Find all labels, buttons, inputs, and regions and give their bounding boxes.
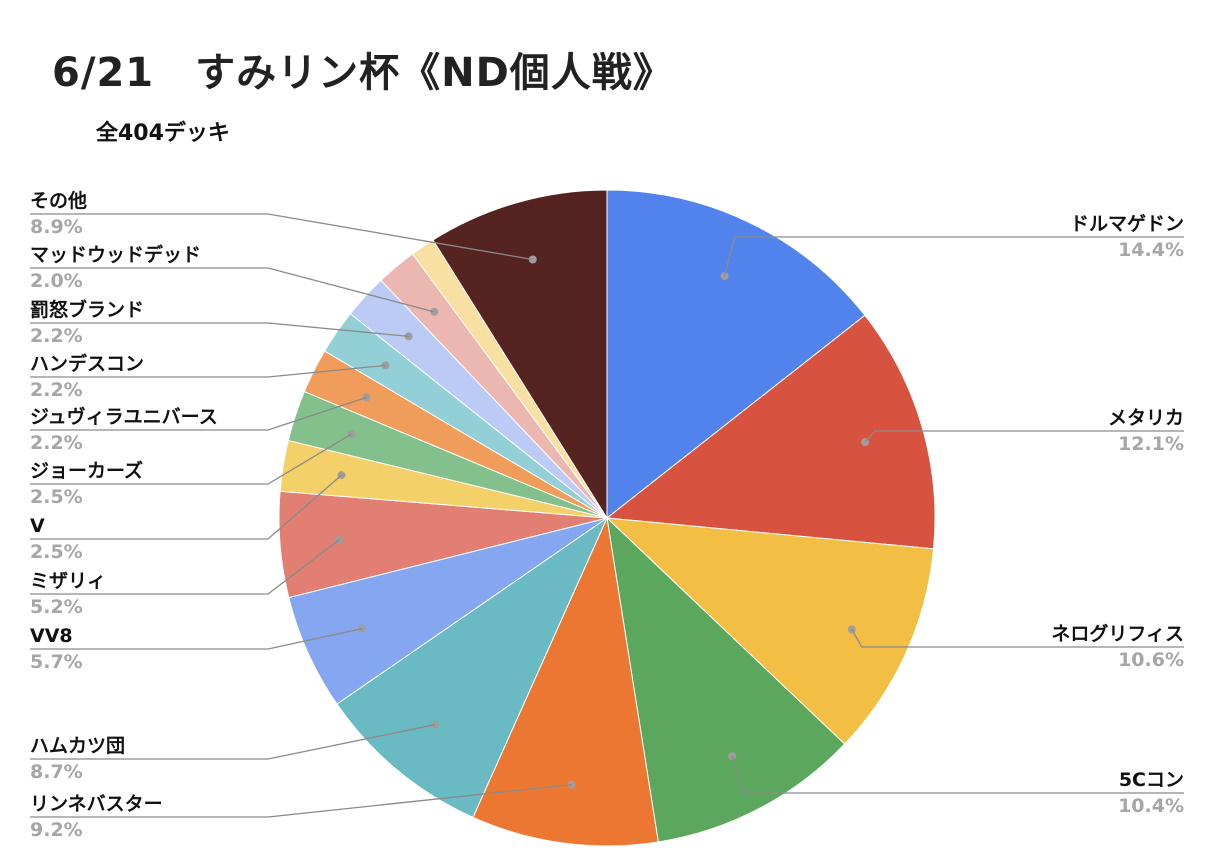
- pie-slice: [605, 517, 935, 745]
- leader-line: [30, 628, 363, 650]
- slice-label-name: ハムカツ団: [30, 735, 125, 757]
- pie-slices: [278, 189, 936, 847]
- slice-label-percent: 8.7%: [30, 761, 83, 783]
- slice-label-name: メタリカ: [1108, 407, 1184, 429]
- slice-label-name: ジョーカーズ: [30, 459, 143, 482]
- slice-label-name: 5Cコン: [1119, 769, 1184, 791]
- leader-line: [30, 724, 436, 760]
- slice-label-percent: 2.2%: [30, 432, 83, 454]
- slice-label-percent: 5.7%: [30, 651, 83, 673]
- leader-line: [30, 364, 386, 378]
- leader-line: [731, 755, 1184, 794]
- leader-line: [30, 783, 572, 818]
- slice-label-percent: 2.2%: [30, 325, 83, 347]
- slice-label-name: V: [30, 515, 45, 537]
- slice-label-percent: 10.4%: [1118, 795, 1184, 817]
- slice-label-percent: 14.4%: [1118, 239, 1184, 261]
- slice-label-name: 罰怒ブランド: [30, 298, 144, 321]
- chart-subtitle: 全404デッキ: [96, 121, 230, 146]
- pie-slice: [336, 516, 609, 819]
- pie-slice: [472, 516, 659, 847]
- leader-line: [30, 396, 367, 431]
- slice-label-name: ドルマゲドン: [1070, 213, 1184, 235]
- slice-label-percent: 9.2%: [30, 819, 83, 841]
- slice-label-name: ジュヴィラユニバース: [30, 405, 218, 428]
- slice-label-percent: 2.5%: [30, 541, 83, 563]
- leader-line: [864, 430, 1184, 443]
- leader-line: [30, 539, 340, 595]
- leader-line: [851, 629, 1184, 648]
- slice-label-name: マッドウッドデッド: [30, 243, 201, 266]
- slice-label-percent: 5.2%: [30, 596, 83, 618]
- slice-label-name: その他: [30, 189, 87, 212]
- slice-label-name: VV8: [30, 625, 73, 647]
- slice-label-name: ハンデスコン: [30, 352, 144, 375]
- chart-title: 6/21 すみリン杯《ND個人戦》: [52, 50, 674, 96]
- slice-label-percent: 2.2%: [30, 379, 83, 401]
- leader-line: [30, 267, 435, 313]
- leader-line: [723, 236, 1184, 277]
- slice-label-name: リンネバスター: [30, 793, 163, 815]
- leader-lines: [30, 213, 1184, 818]
- slice-label-percent: 8.9%: [30, 216, 83, 238]
- pie-slice: [606, 516, 846, 843]
- slice-label-percent: 2.5%: [30, 486, 83, 508]
- pie-slice: [432, 189, 608, 520]
- slice-labels: ドルマゲドン 14.4% メタリカ 12.1% ネログリフィス 10.6% 5Cコン 10.4…: [30, 189, 1184, 841]
- leader-line: [30, 474, 342, 540]
- leader-line: [30, 322, 409, 338]
- leader-line: [30, 213, 533, 261]
- slice-label-name: ネログリフィス: [1051, 622, 1184, 645]
- leader-line: [30, 433, 352, 485]
- slice-label-percent: 10.6%: [1118, 649, 1184, 671]
- slice-label-percent: 12.1%: [1118, 433, 1184, 455]
- pie-slice: [606, 189, 866, 520]
- pie-slice: [605, 314, 936, 550]
- slice-label-percent: 2.0%: [30, 270, 83, 292]
- slice-label-name: ミザリィ: [30, 570, 106, 592]
